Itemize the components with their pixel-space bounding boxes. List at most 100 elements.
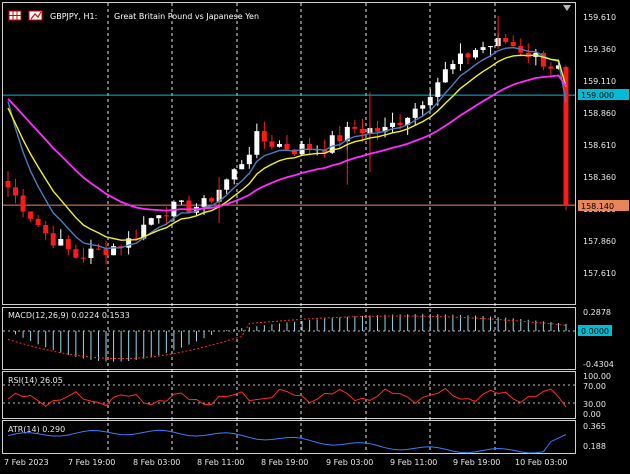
macd-labels: MACD(12,26,9) 0.0224 0.1533 0.2878 0.000… bbox=[8, 308, 614, 369]
price-tick-label: 158.860 bbox=[583, 109, 616, 118]
atr-labels: ATR(14) 0.290 0.365 0.188 bbox=[8, 422, 606, 451]
macd-panel-border bbox=[2, 307, 576, 370]
macd-tick-label: 0.2878 bbox=[583, 308, 611, 317]
bull-candle bbox=[178, 200, 184, 202]
bear-candle bbox=[209, 198, 215, 202]
rsi-labels: RSI(14) 26.05 100.00 70.00 30.00 0.00 bbox=[8, 372, 611, 419]
bull-candle bbox=[276, 144, 282, 147]
time-label: 7 Feb 19:00 bbox=[68, 458, 115, 467]
bear-candle bbox=[261, 131, 267, 142]
bull-candle bbox=[126, 238, 132, 248]
bear-candle bbox=[374, 128, 380, 132]
bull-candle bbox=[435, 82, 441, 97]
price-tick-label: 159.360 bbox=[583, 45, 616, 54]
bear-candle bbox=[397, 122, 403, 125]
bear-candle bbox=[510, 42, 516, 47]
macd-signal-line bbox=[7, 315, 567, 360]
bear-candle bbox=[133, 238, 139, 240]
macd-title: MACD(12,26,9) 0.0224 0.1533 bbox=[8, 311, 130, 320]
bear-candle bbox=[13, 187, 19, 196]
rsi-line bbox=[7, 387, 567, 408]
bull-candle bbox=[246, 154, 252, 165]
bull-candle bbox=[457, 53, 463, 65]
bear-candle bbox=[95, 248, 101, 250]
medium-moving-average-line bbox=[7, 54, 567, 241]
bull-candle bbox=[420, 105, 426, 109]
bull-candle bbox=[88, 248, 94, 258]
rsi-tick-label: 70.00 bbox=[583, 382, 606, 391]
bear-candle bbox=[118, 246, 124, 248]
bull-candle bbox=[58, 239, 64, 246]
bear-candle bbox=[359, 128, 365, 134]
bear-candle bbox=[186, 200, 192, 213]
price-tick-label: 159.610 bbox=[583, 13, 616, 22]
bull-candle bbox=[254, 131, 260, 155]
price-tick-label: 159.110 bbox=[583, 77, 616, 86]
bull-candle bbox=[224, 179, 230, 190]
bull-candle bbox=[473, 49, 479, 58]
bull-candle bbox=[382, 126, 388, 132]
moving-averages-layer bbox=[7, 46, 567, 250]
bull-candle bbox=[329, 135, 335, 153]
grid-icon-lines bbox=[9, 11, 21, 20]
macd-zero-tag bbox=[578, 325, 612, 336]
bear-candle bbox=[73, 249, 79, 258]
price-tick-label: 157.860 bbox=[583, 237, 616, 246]
price-scale: 159.610 159.360 159.110 158.860 158.610 … bbox=[578, 13, 629, 278]
bear-candle bbox=[80, 257, 86, 259]
bear-candle bbox=[163, 215, 169, 217]
rsi-title: RSI(14) 26.05 bbox=[8, 376, 63, 385]
price-tick-label: 158.610 bbox=[583, 141, 616, 150]
bull-candle bbox=[344, 126, 350, 142]
time-label: 8 Feb 11:00 bbox=[197, 458, 244, 467]
current-price: 158.140 bbox=[581, 202, 614, 211]
bear-candle bbox=[563, 66, 569, 206]
time-label: 9 Feb 11:00 bbox=[390, 458, 437, 467]
current-price-tag bbox=[578, 200, 629, 211]
time-label: 10 Feb 03:00 bbox=[515, 458, 567, 467]
bear-candle bbox=[352, 126, 358, 129]
atr-panel-border bbox=[2, 420, 576, 454]
trade-icon bbox=[28, 10, 43, 21]
bull-candle bbox=[450, 64, 456, 70]
bear-candle bbox=[20, 195, 26, 212]
time-label: 9 Feb 19:00 bbox=[453, 458, 500, 467]
fast-moving-average-line bbox=[7, 46, 567, 250]
macd-layer bbox=[7, 314, 567, 362]
bull-candle bbox=[239, 164, 245, 170]
chart-header: GBPJPY, H1: Great Britain Pound vs Japan… bbox=[8, 5, 571, 21]
bear-candle bbox=[35, 218, 41, 225]
bull-candle bbox=[201, 198, 207, 207]
price-tick-label: 158.360 bbox=[583, 173, 616, 182]
bull-candle bbox=[141, 224, 147, 239]
bull-candle bbox=[555, 65, 561, 69]
bear-candle bbox=[548, 66, 554, 69]
chart-shift-triangle-icon[interactable] bbox=[563, 5, 571, 11]
bear-candle bbox=[269, 141, 275, 147]
time-label: 9 Feb 03:00 bbox=[326, 458, 373, 467]
rsi-panel-border bbox=[2, 371, 576, 419]
bull-candle bbox=[156, 215, 162, 219]
bear-candle bbox=[465, 53, 471, 58]
time-label: 7 Feb 2023 bbox=[4, 458, 49, 467]
bull-candle bbox=[442, 69, 448, 83]
chart-window-icon[interactable] bbox=[8, 10, 43, 21]
bull-candle bbox=[488, 46, 494, 48]
atr-tick-label: 0.365 bbox=[583, 422, 606, 431]
trade-icon-line bbox=[30, 11, 42, 20]
bear-candle bbox=[5, 180, 11, 188]
bull-candle bbox=[405, 117, 411, 125]
candlesticks-layer bbox=[5, 15, 569, 265]
bull-candle bbox=[111, 246, 117, 256]
bull-candle bbox=[412, 108, 418, 118]
bear-candle bbox=[503, 38, 509, 43]
bull-candle bbox=[427, 96, 433, 106]
time-label: 8 Feb 03:00 bbox=[133, 458, 180, 467]
bear-candle bbox=[525, 52, 531, 57]
time-label: 8 Feb 19:00 bbox=[261, 458, 308, 467]
price-tick-label: 157.610 bbox=[583, 269, 616, 278]
bull-candle bbox=[480, 47, 486, 50]
bear-candle bbox=[28, 211, 34, 219]
